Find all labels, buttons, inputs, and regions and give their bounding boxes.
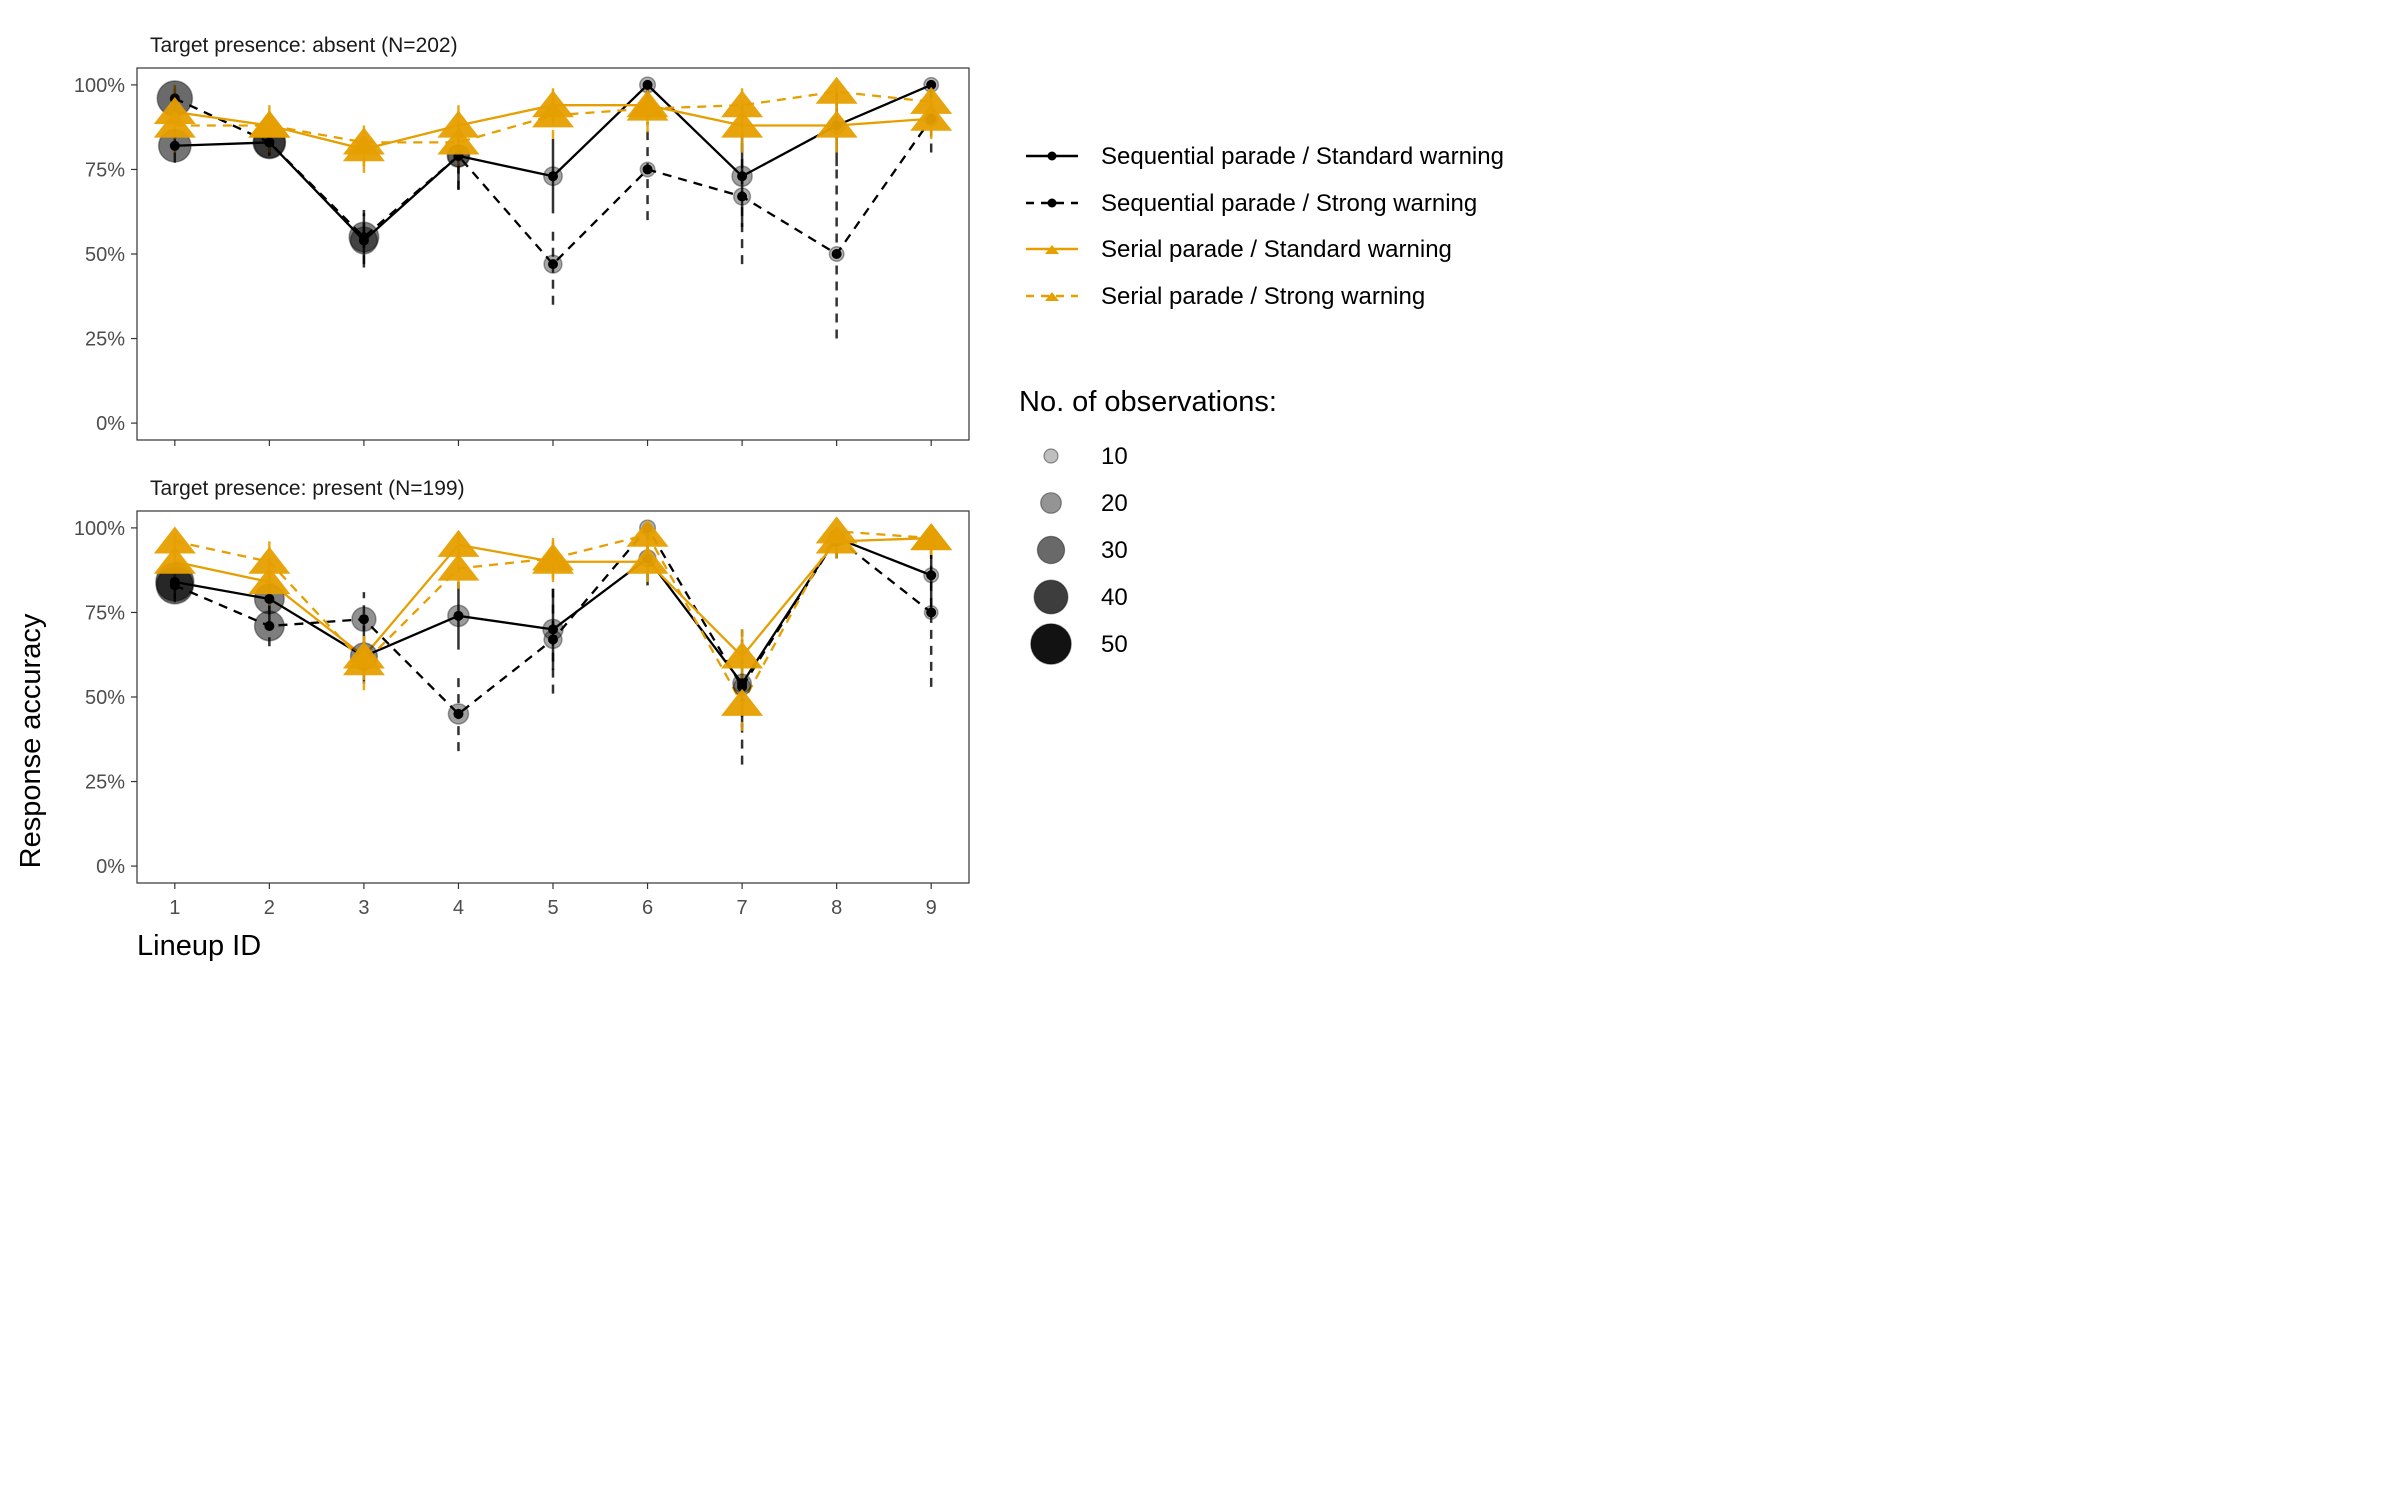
data-point-center (548, 624, 558, 635)
data-point (721, 641, 764, 669)
data-point-center (264, 593, 275, 604)
data-point-center (264, 137, 275, 148)
y-tick-label: 25% (85, 772, 125, 794)
legend-marker (1047, 151, 1057, 161)
y-tick-label: 25% (85, 329, 125, 351)
data-point (626, 546, 669, 574)
chart-root: Response accuracy Lineup ID Target prese… (0, 0, 1568, 980)
y-tick-label: 75% (85, 159, 125, 181)
data-point (153, 546, 196, 574)
size-legend-label: 10 (1101, 443, 1128, 470)
data-point-center (926, 607, 937, 618)
data-point (342, 127, 385, 155)
size-legend-marker (1043, 448, 1059, 464)
data-point (815, 110, 858, 138)
data-point (437, 127, 480, 155)
data-point (626, 93, 669, 121)
size-legend-label: 20 (1101, 490, 1128, 517)
data-point (910, 103, 953, 131)
data-point (815, 516, 858, 544)
y-tick-label: 0% (96, 856, 125, 878)
series-line (174, 97, 933, 266)
data-point-center (169, 580, 180, 591)
size-legend-title: No. of observations: (1019, 386, 1277, 418)
data-point-center (737, 171, 748, 182)
x-tick-label: 9 (926, 897, 937, 919)
size-legend-label: 30 (1101, 537, 1128, 564)
data-point (153, 110, 196, 138)
data-point-center (358, 232, 369, 243)
legend: Sequential parade / Standard warning Sequ… (1019, 143, 1504, 665)
y-tick-label: 50% (85, 244, 125, 266)
data-point (248, 110, 291, 138)
data-point-center (737, 681, 748, 692)
x-tick-label: 5 (547, 897, 558, 919)
data-point-center (642, 164, 653, 175)
y-axis-label: Response accuracy (15, 613, 47, 868)
data-point (626, 519, 669, 547)
x-axis-label: Lineup ID (137, 930, 261, 962)
data-point (815, 76, 858, 104)
data-point (532, 543, 574, 571)
panel-2: Target presence: present (N=199) 0% 25% 50%… (74, 477, 970, 919)
x-tick-label: 7 (737, 897, 748, 919)
x-tick-label: 8 (831, 897, 842, 919)
data-point-center (169, 140, 180, 151)
legend-label: Serial parade / Standard warning (1101, 236, 1452, 263)
data-point-center (737, 191, 748, 202)
y-tick-label: 75% (85, 602, 125, 624)
x-tick-label: 3 (358, 897, 369, 919)
legend-marker (1045, 292, 1059, 302)
data-point (153, 526, 196, 554)
data-point-center (358, 614, 369, 625)
panel-title: Target presence: present (N=199) (150, 477, 465, 500)
data-point-center (831, 249, 842, 259)
data-point-center (642, 79, 653, 90)
x-tick-label: 6 (642, 897, 653, 919)
legend-marker (1045, 245, 1059, 255)
panel-1: Target presence: absent (N=202) 0% 25% 50% 7… (74, 34, 970, 446)
data-point (721, 90, 764, 118)
data-point (248, 567, 291, 595)
size-legend-label: 40 (1101, 584, 1128, 611)
size-legend-marker (1033, 579, 1069, 615)
legend-marker (1047, 198, 1057, 208)
y-tick-label: 100% (74, 75, 125, 97)
data-point-center (548, 259, 558, 270)
legend-label: Sequential parade / Standard warning (1101, 143, 1504, 170)
data-point-center (453, 708, 464, 719)
data-point-center (453, 610, 464, 621)
size-legend-label: 50 (1101, 631, 1128, 658)
data-point (910, 523, 953, 551)
x-tick-label: 1 (169, 897, 180, 919)
data-point-center (926, 79, 937, 90)
data-point-center (548, 634, 558, 645)
legend-label: Serial parade / Strong warning (1101, 283, 1425, 310)
data-point (437, 553, 480, 581)
data-point (721, 688, 764, 716)
panel-title: Target presence: absent (N=202) (150, 34, 458, 57)
data-point (437, 110, 480, 138)
legend-label: Sequential parade / Strong warning (1101, 190, 1477, 217)
y-tick-label: 0% (96, 413, 125, 435)
y-tick-label: 50% (85, 687, 125, 709)
y-tick-label: 100% (74, 518, 125, 540)
data-point (721, 110, 764, 138)
data-point (153, 96, 196, 125)
data-point (248, 546, 291, 574)
data-point (532, 100, 574, 128)
data-point (910, 86, 953, 114)
size-legend-marker (1040, 492, 1062, 514)
chart-svg: Response accuracy Lineup ID Target prese… (15, 34, 1504, 962)
data-point (342, 648, 385, 676)
data-point-center (264, 620, 275, 631)
x-tick-label: 2 (264, 897, 275, 919)
size-legend-marker (1030, 623, 1072, 665)
size-legend-marker (1036, 535, 1066, 565)
data-point-center (548, 171, 558, 182)
x-tick-label: 4 (453, 897, 464, 919)
data-point (437, 529, 480, 557)
data-point-center (926, 570, 937, 581)
